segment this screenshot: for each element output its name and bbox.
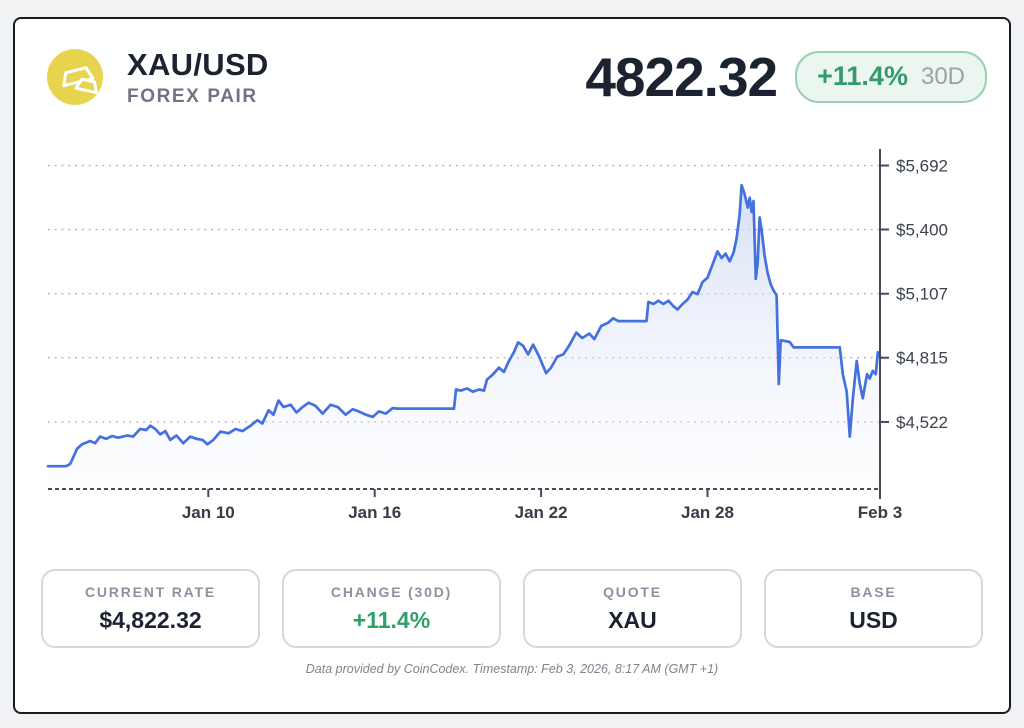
data-attribution: Data provided by CoinCodex. Timestamp: F… [305,662,719,676]
price-chart: $5,692 $5,400 $5,107 $4,815 $4,522 Jan 10 Jan … [46,149,948,522]
svg-text:Jan 28: Jan 28 [681,503,734,522]
pair-title: XAU/USD [127,46,269,82]
stat-label: CURRENT RATE [84,583,216,600]
stat-label: QUOTE [603,583,662,600]
widget-header: XAU/USD FOREX PAIR 4822.32 +11.4% 30D [15,45,1009,109]
svg-text:Jan 22: Jan 22 [515,503,568,522]
chart-series [46,183,882,489]
price-block: 4822.32 +11.4% 30D [585,45,987,109]
change-percent: +11.4% [817,61,908,91]
stat-card-base: BASE USD [764,569,983,648]
stat-value: +11.4% [352,606,431,633]
stat-card-quote: QUOTE XAU [523,569,742,648]
svg-text:$4,815: $4,815 [896,349,948,368]
stat-label: BASE [850,583,897,600]
forex-widget-card: XAU/USD FOREX PAIR 4822.32 +11.4% 30D [13,17,1011,714]
chart-area: $5,692 $5,400 $5,107 $4,815 $4,522 Jan 10 Jan … [15,145,1009,525]
svg-text:Jan 16: Jan 16 [348,503,401,522]
stat-label: CHANGE (30D) [330,583,453,600]
gold-bars-icon [47,49,103,105]
pair-subtitle: FOREX PAIR [127,85,258,107]
svg-text:$5,692: $5,692 [896,157,948,176]
current-price: 4822.32 [585,46,778,108]
pair-titles: XAU/USD FOREX PAIR [127,47,269,108]
chart-axes [48,149,889,499]
pair-block: XAU/USD FOREX PAIR [47,47,269,108]
stat-value: XAU [608,606,657,633]
change-period: 30D [920,62,965,90]
svg-text:Jan 10: Jan 10 [182,503,235,522]
svg-text:$4,522: $4,522 [896,413,948,432]
stats-row: CURRENT RATE $4,822.32 CHANGE (30D) +11.… [15,569,1009,648]
svg-text:$5,107: $5,107 [896,285,948,304]
change-badge: +11.4% 30D [795,51,987,103]
chart-axis-labels: $5,692 $5,400 $5,107 $4,815 $4,522 Jan 10 Jan … [182,157,948,522]
stat-value: $4,822.32 [99,606,202,633]
svg-text:$5,400: $5,400 [896,221,948,240]
stat-value: USD [849,606,898,633]
svg-text:Feb 3: Feb 3 [858,503,902,522]
stat-card-change-30d: CHANGE (30D) +11.4% [282,569,501,648]
stat-card-current-rate: CURRENT RATE $4,822.32 [41,569,260,648]
